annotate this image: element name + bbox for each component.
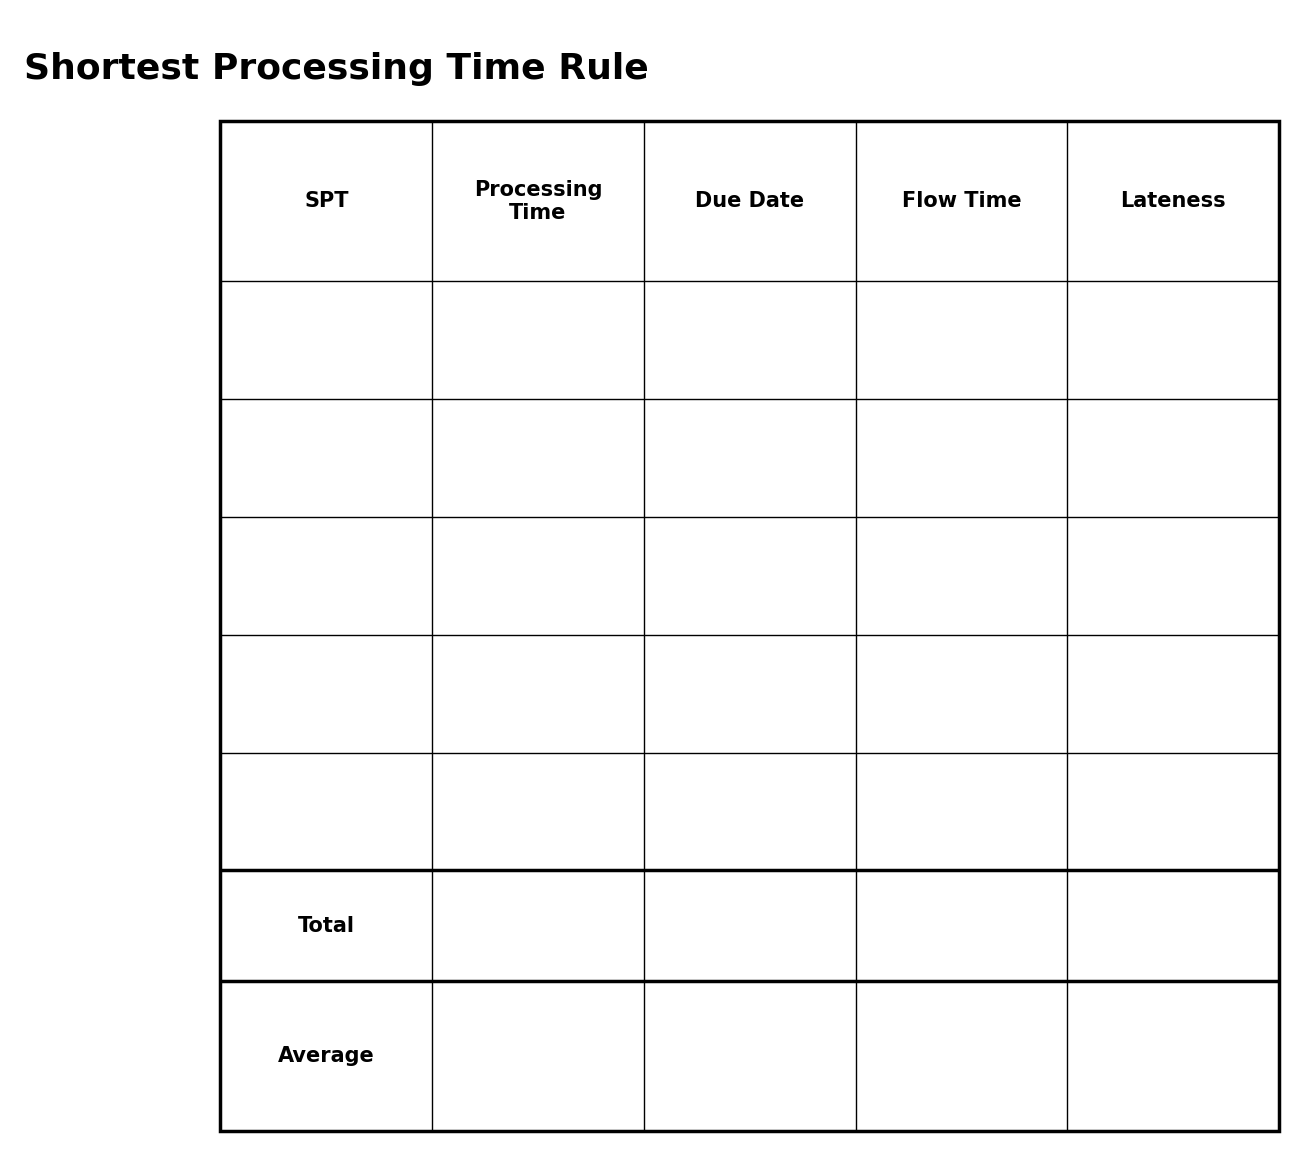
Text: Shortest Processing Time Rule: Shortest Processing Time Rule	[24, 52, 648, 86]
Text: Processing
Time: Processing Time	[474, 179, 602, 223]
Text: Flow Time: Flow Time	[901, 191, 1021, 212]
Text: Total: Total	[298, 916, 354, 936]
Text: Due Date: Due Date	[695, 191, 804, 212]
Text: SPT: SPT	[304, 191, 349, 212]
Bar	[220, 121, 1279, 1131]
Text: Average: Average	[278, 1046, 375, 1066]
Text: Lateness: Lateness	[1120, 191, 1227, 212]
